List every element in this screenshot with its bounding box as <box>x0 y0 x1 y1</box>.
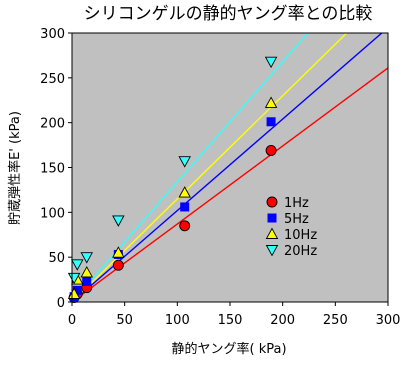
point-20Hz-5 <box>264 56 278 69</box>
fit-line-10Hz <box>72 33 348 302</box>
legend-label-1Hz: 1Hz <box>284 196 309 211</box>
point-10Hz-3 <box>112 246 125 258</box>
plot-area: 0 50 100 150 200 250 300 0 50 100 150 200 250 300 1Hz5… <box>40 27 401 328</box>
y-tick-label: 200 <box>40 117 65 132</box>
y-tick-label: 150 <box>40 162 65 177</box>
legend-marker-5Hz <box>267 213 277 223</box>
y-tick-label: 50 <box>48 251 65 266</box>
point-5Hz-2 <box>82 276 92 286</box>
y-tick-label: 0 <box>57 296 65 311</box>
point-20Hz-0 <box>67 272 81 285</box>
point-5Hz-1 <box>72 285 82 295</box>
point-10Hz-2 <box>80 265 94 278</box>
point-10Hz-0 <box>67 287 81 299</box>
fit-line-20Hz <box>72 33 309 302</box>
point-5Hz-5 <box>266 117 276 127</box>
y-tick-label: 100 <box>40 206 65 221</box>
chart-title: シリコンゲルの静的ヤング率との比較 <box>84 4 373 24</box>
x-axis-label: 静的ヤング率( kPa) <box>171 341 286 357</box>
legend-marker-20Hz <box>265 245 279 257</box>
point-10Hz-5 <box>264 96 278 108</box>
x-tick-label: 50 <box>116 313 133 328</box>
legend-marker-1Hz <box>266 196 278 208</box>
point-5Hz-4 <box>180 202 190 212</box>
fit-line-5Hz <box>72 33 383 302</box>
y-tick-label: 300 <box>40 27 65 42</box>
fit-line-1Hz <box>72 67 388 302</box>
x-tick-label: 150 <box>218 313 243 328</box>
y-tick-label: 250 <box>40 72 65 87</box>
legend-label-5Hz: 5Hz <box>284 212 309 227</box>
legend-label-20Hz: 20Hz <box>284 244 317 259</box>
point-1Hz-4 <box>179 220 191 232</box>
legend-marker-10Hz <box>265 227 279 239</box>
point-1Hz-5 <box>265 145 277 156</box>
x-tick-label: 100 <box>165 313 190 328</box>
point-10Hz-4 <box>178 186 191 198</box>
x-tick-label: 0 <box>68 313 76 328</box>
point-20Hz-4 <box>178 156 191 168</box>
legend-label-10Hz: 10Hz <box>284 228 317 243</box>
point-1Hz-3 <box>112 259 124 271</box>
point-20Hz-2 <box>80 252 94 264</box>
y-axis-label: 貯蔵弾性率E' (kPa) <box>7 111 23 225</box>
x-tick-label: 300 <box>376 313 401 328</box>
x-tick-label: 200 <box>270 313 295 328</box>
x-tick-label: 250 <box>323 313 348 328</box>
point-20Hz-1 <box>71 259 84 271</box>
point-20Hz-3 <box>112 215 125 227</box>
